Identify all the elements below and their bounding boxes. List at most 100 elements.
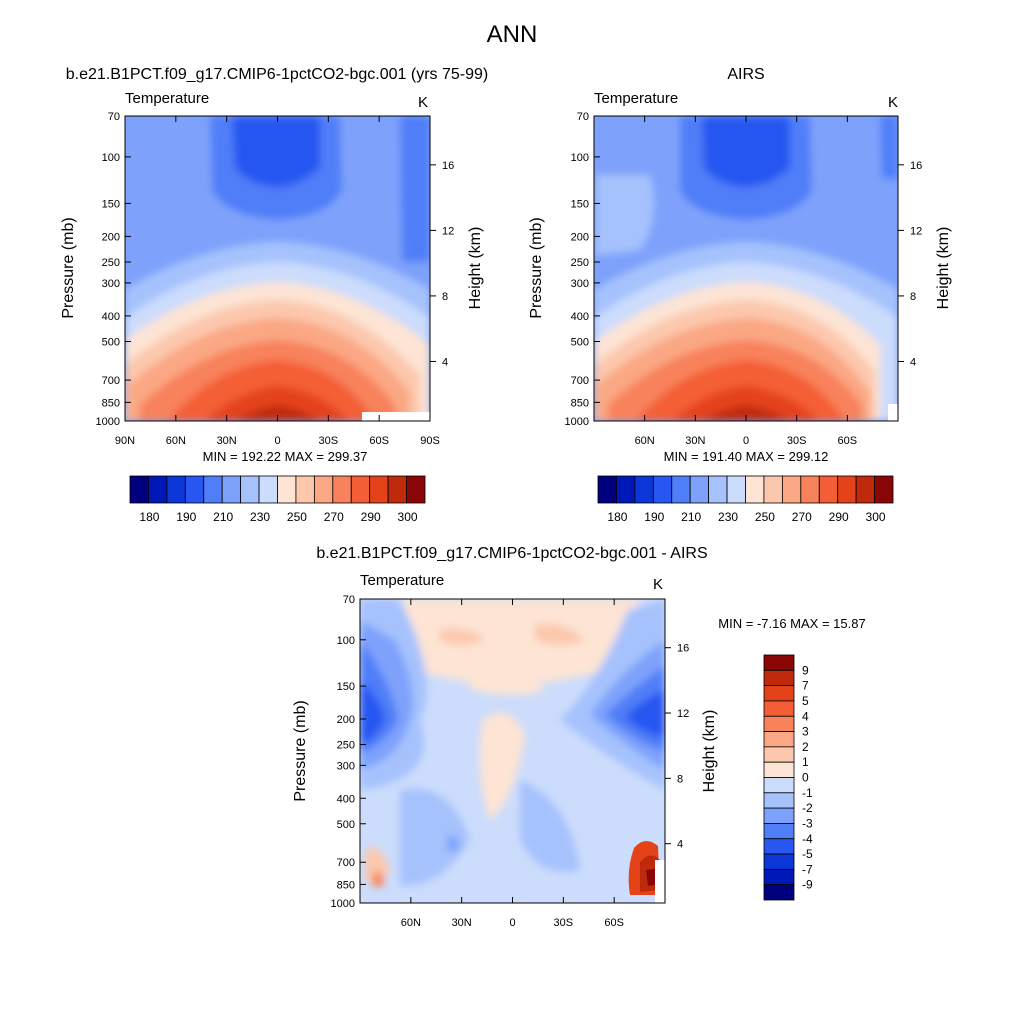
panel-model-ylabel: Pressure (mb) [60,217,77,318]
colorbar-swatch [763,731,795,748]
colorbar-swatch [148,475,168,504]
colorbar-model: 180 190 210 230 250 270 290 300 [129,475,426,524]
panel-diff-ylabel: Pressure (mb) [292,700,309,801]
colorbar-swatch [763,746,795,763]
figure-title: ANN [487,21,538,48]
y2-tick-label: 16 [677,643,689,655]
y2-tick-label: 12 [910,225,922,237]
colorbar-swatch [671,475,691,504]
y2-tick-label: 8 [442,291,448,303]
colorbar-swatch [763,838,795,855]
y-tick-label: 850 [337,879,355,891]
x-tick-label: 60N [401,917,421,929]
panel-obs-title: AIRS [727,66,764,83]
colorbar-swatch [763,792,795,809]
y-tick-label: 400 [571,311,589,323]
colorbar-swatch [800,475,820,504]
y-tick-label: 500 [102,337,120,349]
colorbar-label: 0 [802,771,809,785]
colorbar-swatch [313,475,334,504]
panel-model-units: K [418,94,428,111]
x-tick-label: 30N [452,917,472,929]
colorbar-label: 210 [681,510,701,524]
x-tick-label: 60N [166,435,186,447]
x-tick-label: 60S [604,917,624,929]
colorbar-swatch [837,475,857,504]
panel-diff-stats: MIN = -7.16 MAX = 15.87 [718,616,865,631]
x-tick-label: 60S [838,435,858,447]
x-tick-label: 0 [509,917,515,929]
y-tick-label: 500 [571,337,589,349]
panel-obs: AIRS Temperature K [528,66,952,464]
colorbar-label: 4 [802,709,809,723]
panel-obs-y2label: Height (km) [935,227,952,310]
colorbar-diff: 9 754 321 0-1-2-3 -4-5-7 -9 [763,654,813,901]
y2-tick-label: 16 [442,160,454,172]
y-tick-label: 400 [337,793,355,805]
colorbar-label: 180 [607,510,627,524]
colorbar-swatch [258,475,278,504]
colorbar-swatch [369,475,389,504]
colorbar-label: -5 [802,847,813,861]
y-tick-label: 150 [571,198,589,210]
panel-diff-units: K [653,576,663,593]
y-tick-label: 850 [102,397,120,409]
colorbar-label: -4 [802,832,813,846]
colorbar-label: 250 [755,510,775,524]
colorbar-label: 190 [644,510,664,524]
panel-diff-y2label: Height (km) [701,710,718,793]
panel-model-variable: Temperature [125,90,209,107]
y-tick-label: 200 [102,231,120,243]
colorbar-swatch [763,823,795,840]
y-tick-label: 250 [337,740,355,752]
panel-diff: b.e21.B1PCT.f09_g17.CMIP6-1pctCO2-bgc.00… [292,545,866,929]
colorbar-swatch [763,669,795,687]
colorbar-swatch [763,853,795,870]
colorbar-label: 290 [361,510,381,524]
colorbar-swatch [763,868,795,886]
x-tick-label: 30S [319,435,339,447]
colorbar-swatch [763,777,795,794]
y-tick-label: 250 [102,257,120,269]
colorbar-swatch [332,475,352,504]
y-tick-label: 1000 [96,416,120,428]
colorbar-label: 210 [213,510,233,524]
y2-tick-label: 8 [677,773,683,785]
x-tick-label: 60N [635,435,655,447]
colorbar-label: -3 [802,816,813,830]
colorbar-obs: 180 190 210 230 250 270 290 300 [597,475,894,524]
colorbar-label: 7 [802,679,809,693]
y-tick-label: 500 [337,819,355,831]
y-tick-label: 300 [571,278,589,290]
colorbar-swatch [708,475,728,504]
x-tick-label: 0 [743,435,749,447]
panel-model-field [125,116,430,421]
y2-tick-label: 16 [910,160,922,172]
colorbar-label: 2 [802,740,809,754]
x-tick-label: 30N [217,435,237,447]
panel-obs-variable: Temperature [594,90,678,107]
y-tick-label: 1000 [331,898,355,910]
panel-obs-ylabel: Pressure (mb) [528,217,545,318]
colorbar-label: 230 [718,510,738,524]
y-tick-label: 400 [102,311,120,323]
colorbar-swatch [763,884,795,901]
colorbar-swatch [597,475,617,504]
y2-tick-label: 12 [442,225,454,237]
y2-tick-label: 4 [910,356,916,368]
colorbar-swatch [726,475,746,504]
colorbar-swatch [129,475,149,504]
x-tick-label: 90N [115,435,135,447]
y-tick-label: 850 [571,397,589,409]
panel-model-y2label: Height (km) [467,227,484,310]
colorbar-swatch [387,475,407,504]
colorbar-swatch [295,475,315,504]
y-tick-label: 200 [571,231,589,243]
colorbar-label: -7 [802,862,813,876]
colorbar-label: 180 [139,510,159,524]
y-tick-label: 150 [337,681,355,693]
x-tick-label: 90S [420,435,440,447]
panel-diff-variable: Temperature [360,572,444,589]
y-tick-label: 700 [102,375,120,387]
